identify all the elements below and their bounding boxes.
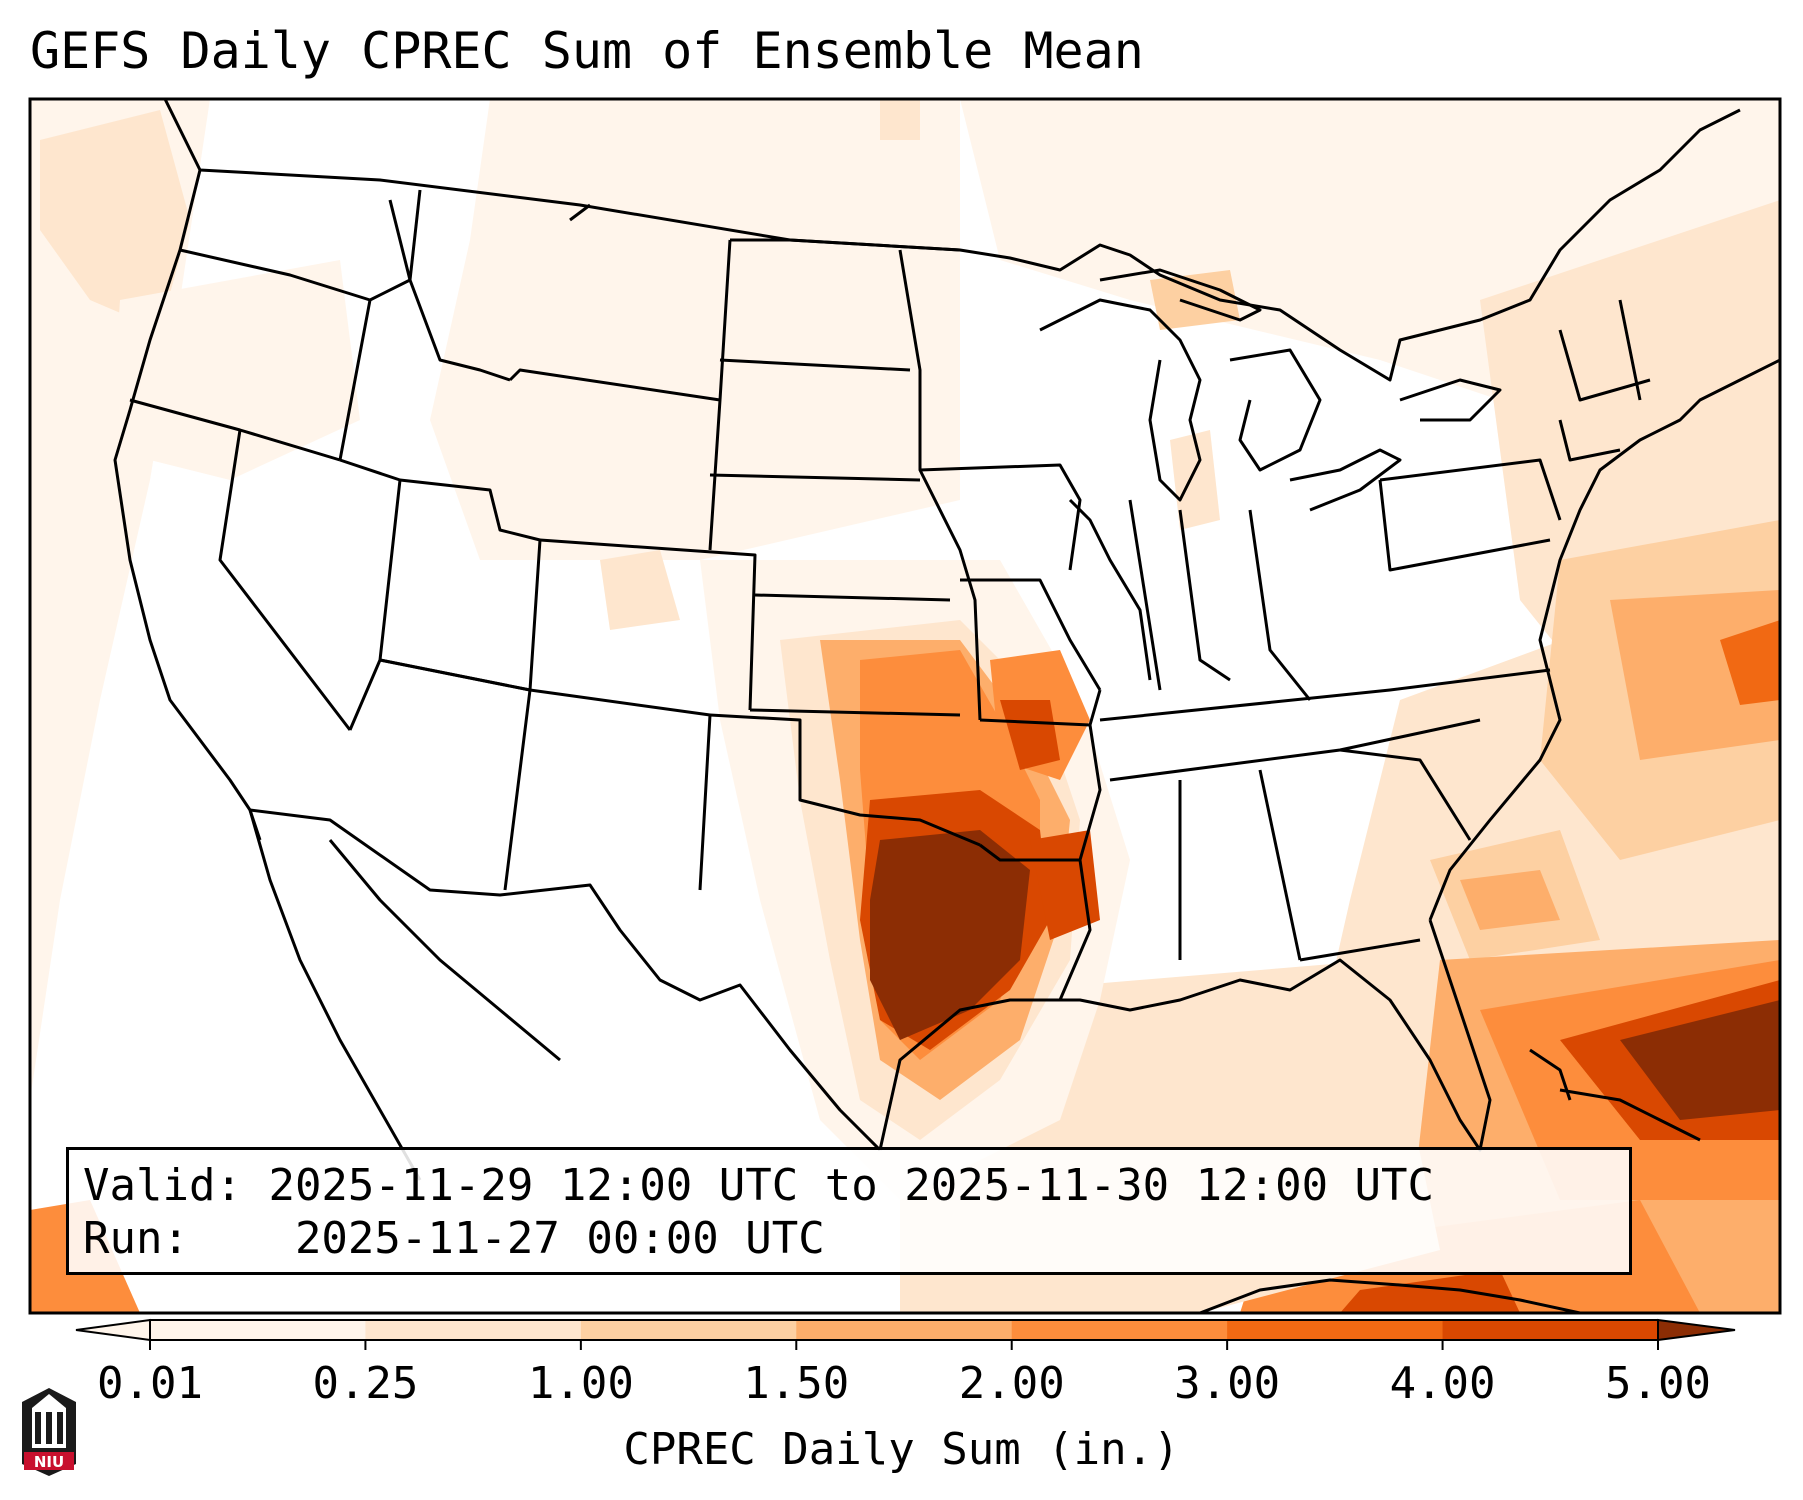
colorbar-segment bbox=[365, 1320, 582, 1340]
colorbar-extend-high bbox=[1657, 1318, 1736, 1342]
state-boundaries bbox=[113, 99, 1780, 1313]
precip-shading bbox=[30, 99, 1780, 1313]
map-title: GEFS Daily CPREC Sum of Ensemble Mean bbox=[30, 22, 1144, 80]
colorbar-tick-label: 2.00 bbox=[958, 1358, 1065, 1409]
valid-value: 2025-11-29 12:00 UTC to 2025-11-30 12:00… bbox=[268, 1160, 1435, 1211]
colorbar-tick-label: 1.50 bbox=[743, 1358, 850, 1409]
colorbar-segment bbox=[796, 1320, 1013, 1340]
valid-label: Valid: bbox=[83, 1160, 242, 1211]
colorbar-label: CPREC Daily Sum (in.) bbox=[623, 1424, 1180, 1475]
validity-info-box: Valid: 2025-11-29 12:00 UTC to 2025-11-3… bbox=[66, 1147, 1632, 1275]
colorbar-tick-label: 1.00 bbox=[527, 1358, 634, 1409]
colorbar-segment bbox=[1442, 1320, 1659, 1340]
colorbar-segment bbox=[580, 1320, 797, 1340]
colorbar-tick-label: 0.25 bbox=[312, 1358, 419, 1409]
map-frame bbox=[28, 97, 1782, 1315]
valid-line: Valid: 2025-11-29 12:00 UTC to 2025-11-3… bbox=[83, 1160, 1434, 1211]
colorbar-segment bbox=[1227, 1320, 1444, 1340]
colorbar-tick-label: 5.00 bbox=[1605, 1358, 1711, 1409]
colorbar bbox=[75, 1318, 1736, 1350]
colorbar-extend-low bbox=[75, 1318, 151, 1342]
colorbar-tick-label: 4.00 bbox=[1389, 1358, 1496, 1409]
run-value: 2025-11-27 00:00 UTC bbox=[294, 1213, 825, 1264]
run-line: Run: 2025-11-27 00:00 UTC bbox=[83, 1213, 825, 1264]
colorbar-tick-label: 0.01 bbox=[97, 1358, 203, 1409]
colorbar-segment bbox=[150, 1320, 366, 1340]
colorbar-segment bbox=[1011, 1320, 1228, 1340]
svg-text:NIU: NIU bbox=[34, 1453, 64, 1471]
colorbar-tick-label: 3.00 bbox=[1174, 1358, 1281, 1409]
run-label: Run: bbox=[83, 1213, 189, 1264]
niu-logo: NIU bbox=[22, 1388, 76, 1476]
